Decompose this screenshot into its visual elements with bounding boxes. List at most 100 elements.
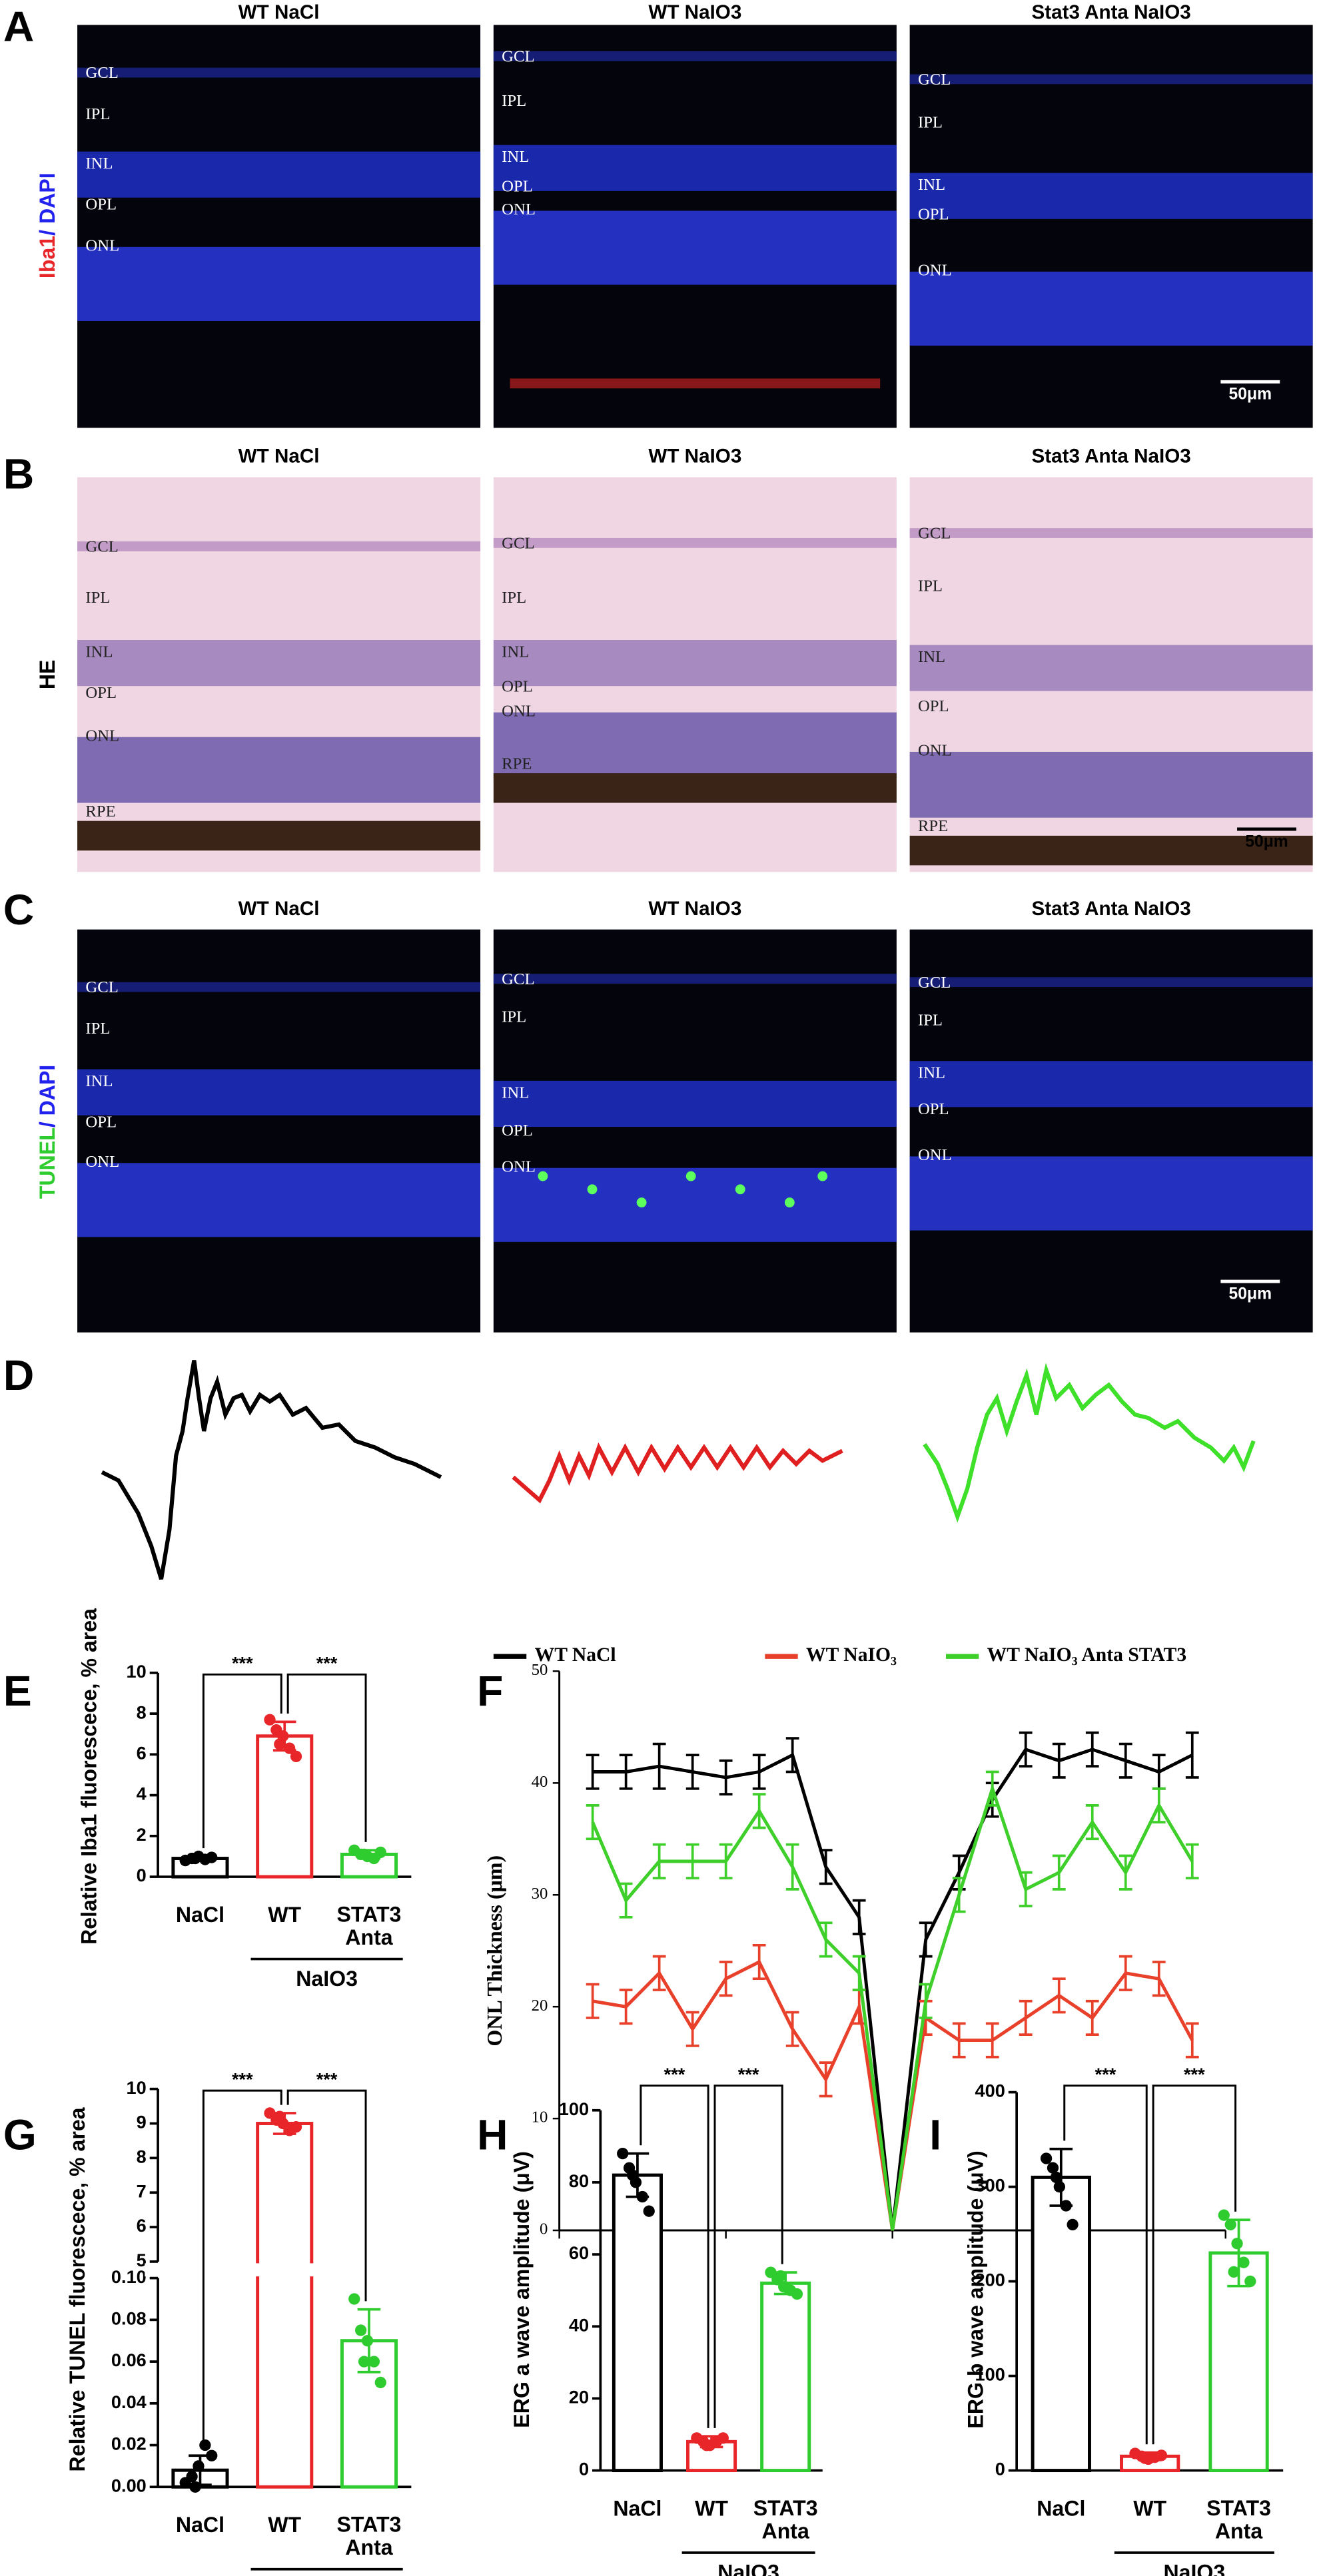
y-tick-label: 10 <box>532 2108 548 2126</box>
layer-label: INL <box>85 155 113 172</box>
y-tick-label: 6 <box>137 1743 147 1764</box>
image-title: WT NaCl <box>238 446 320 468</box>
y-tick-label: 5 <box>137 2250 147 2270</box>
significance-bracket <box>202 1673 282 1849</box>
ylabel-part: / DAPI <box>36 172 60 236</box>
layer-label: GCL <box>918 974 951 992</box>
error-bar <box>685 2011 699 2047</box>
error-bar <box>619 1882 633 1919</box>
tunel-signal <box>587 1184 598 1195</box>
data-point <box>189 1852 201 1865</box>
layer-label: INL <box>918 648 945 666</box>
tunel-signal <box>685 1171 696 1181</box>
layer-label: OPL <box>502 677 533 695</box>
layer-label: GCL <box>502 970 534 988</box>
layer-label: ONL <box>85 1153 119 1171</box>
y-tick-label: 0.02 <box>111 2433 147 2454</box>
y-tick-label: 40 <box>532 1773 548 1791</box>
y-tick-label: 80 <box>569 2170 589 2191</box>
tunel-signal <box>735 1184 745 1195</box>
x-tick-label: WT <box>1133 2496 1166 2520</box>
tunel-signal <box>784 1197 795 1207</box>
significance-label: *** <box>316 1653 338 1674</box>
panel-letter: A <box>3 3 34 51</box>
error-bar <box>619 1754 633 1790</box>
group-label: NaIO3 <box>296 1967 358 1991</box>
error-bar <box>719 1759 733 1795</box>
layer-label: IPL <box>502 589 526 607</box>
layer-label: ONL <box>918 262 952 280</box>
nuclear-layer <box>493 210 897 285</box>
error-bar <box>652 1742 666 1790</box>
x-tick-label: WT <box>695 2496 728 2520</box>
data-point <box>358 2356 370 2368</box>
error-bar <box>1052 1977 1066 2014</box>
y-tick-label: 100 <box>975 2364 1005 2385</box>
y-tick-label: 0.06 <box>111 2350 147 2370</box>
significance-label: *** <box>1184 2064 1205 2085</box>
error-bar <box>985 1770 999 1807</box>
significance-bracket <box>1152 2085 1237 2445</box>
error-bar <box>619 1989 633 2025</box>
error-bar <box>1019 1871 1033 1907</box>
legend-label: WT NaIO₃ <box>806 1644 897 1666</box>
y-tick-label: 7 <box>137 2180 147 2201</box>
error-bar <box>1118 1955 1132 1991</box>
waveform <box>512 1442 843 1504</box>
data-point <box>290 1750 302 1763</box>
layer-label: OPL <box>918 206 949 224</box>
error-bar <box>919 1921 933 1958</box>
significance-label: *** <box>316 2069 338 2089</box>
error-bar <box>1052 1854 1066 1891</box>
nuclear-layer <box>909 751 1313 818</box>
error-bar <box>652 1955 666 1991</box>
data-point <box>358 1848 370 1861</box>
error-bar <box>1152 1787 1166 1823</box>
data-point <box>1238 2256 1250 2268</box>
scale-label: 50μm <box>1229 386 1272 404</box>
x-tick-label: NaCl <box>176 1903 224 1927</box>
layer-label: OPL <box>502 1122 533 1139</box>
layer-label: INL <box>502 148 529 166</box>
panel-letter: G <box>3 2111 37 2159</box>
ganglion-layer <box>493 51 897 61</box>
ylabel-part: / DAPI <box>36 1065 60 1128</box>
data-point <box>1228 2266 1240 2278</box>
nuclear-layer <box>909 1156 1313 1231</box>
layer-label: INL <box>918 176 945 194</box>
data-point <box>1060 2200 1072 2212</box>
layer-label: OPL <box>85 1114 117 1131</box>
y-axis-label: ERG a wave amplitude (μV) <box>510 2151 534 2428</box>
panel-letter: H <box>477 2111 508 2159</box>
error-bar <box>785 2011 799 2047</box>
tunel-signal <box>817 1171 828 1181</box>
error-bar <box>852 1899 866 1935</box>
y-tick-label: 2 <box>137 1824 147 1845</box>
error-bar <box>1019 1999 1033 2037</box>
data-point <box>1231 2238 1243 2250</box>
y-tick-label: 60 <box>569 2242 589 2263</box>
error-bar <box>586 1754 600 1790</box>
layer-label: IPL <box>502 1008 526 1026</box>
panel-letter: I <box>929 2111 941 2159</box>
layer-label: GCL <box>85 64 118 82</box>
data-point <box>264 1714 276 1726</box>
panel-letter: B <box>3 450 34 497</box>
error-bar <box>1019 1731 1033 1768</box>
layer-label: GCL <box>918 71 951 89</box>
panel-letter: C <box>3 886 34 934</box>
series-line <box>592 1959 1194 2231</box>
y-tick-label: 8 <box>137 1702 147 1722</box>
group-label: NaIO3 <box>1163 2561 1225 2576</box>
layer-label: OPL <box>85 684 117 702</box>
series-line <box>592 1747 1193 2231</box>
y-tick-label: 8 <box>137 2146 147 2167</box>
data-point <box>193 2460 205 2472</box>
nuclear-layer <box>77 246 481 321</box>
bar <box>256 1734 314 1879</box>
nuclear-layer <box>77 737 481 803</box>
layer-label: GCL <box>502 47 534 65</box>
layer-label: ONL <box>502 200 536 218</box>
y-tick-label: 6 <box>137 2215 147 2236</box>
